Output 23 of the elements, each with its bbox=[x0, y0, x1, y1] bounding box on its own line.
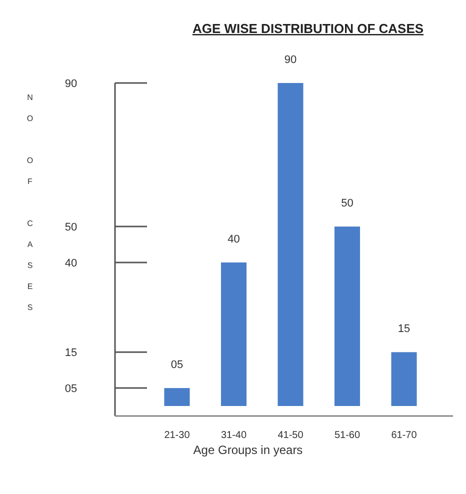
bar bbox=[164, 388, 190, 406]
y-tick-label: 15 bbox=[64, 347, 78, 360]
data-label: 15 bbox=[398, 323, 410, 336]
data-label: 50 bbox=[341, 198, 354, 210]
x-tick-label: 41-50 bbox=[278, 430, 304, 441]
x-tick-label: 21-30 bbox=[164, 430, 190, 441]
data-label: 05 bbox=[170, 359, 184, 372]
y-axis-title: NO OF CASES bbox=[26, 93, 34, 324]
bar bbox=[278, 83, 304, 406]
y-tick-label: 40 bbox=[64, 257, 78, 270]
bar bbox=[220, 262, 247, 406]
chart-title: AGE WISE DISTRIBUTION OF CASES bbox=[192, 21, 424, 36]
bar bbox=[391, 352, 417, 406]
data-label: 90 bbox=[284, 54, 297, 66]
bar bbox=[334, 226, 360, 406]
x-tick-label: 51-60 bbox=[334, 430, 360, 441]
x-tick-label: 61-70 bbox=[391, 430, 418, 441]
y-tick-label: 05 bbox=[64, 383, 78, 396]
data-label: 40 bbox=[228, 233, 240, 246]
y-tick-label: 50 bbox=[64, 222, 78, 234]
x-tick-label: 31-40 bbox=[220, 430, 247, 441]
x-axis-title: Age Groups in years bbox=[193, 443, 303, 457]
y-tick-label: 90 bbox=[64, 78, 78, 90]
